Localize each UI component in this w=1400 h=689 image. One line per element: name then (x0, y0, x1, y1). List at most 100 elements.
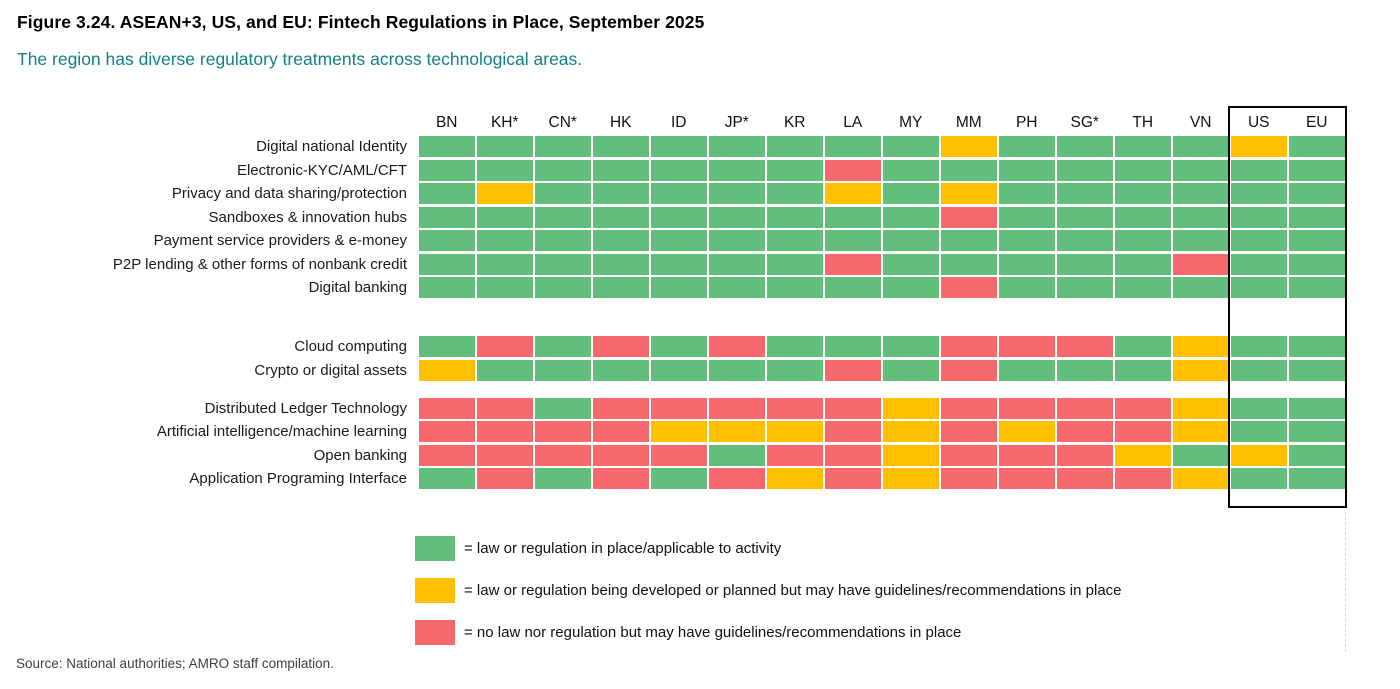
heatmap-cell-eu (1289, 253, 1345, 275)
heatmap-cell-hk (593, 336, 649, 357)
heatmap-cell-kh (477, 277, 533, 298)
heatmap-cell-sg (1057, 336, 1113, 357)
heatmap-cell-sg (1057, 397, 1113, 419)
heatmap-cell-my (883, 183, 939, 204)
heatmap-cell-eu (1289, 183, 1345, 204)
heatmap-cell-ph (999, 336, 1055, 357)
heatmap-cell-eu (1289, 230, 1345, 251)
heatmap-cell-eu (1289, 277, 1345, 298)
heatmap-cell-th (1115, 444, 1171, 466)
heatmap-cell-vn (1173, 136, 1229, 157)
heatmap-cell-ph (999, 206, 1055, 228)
heatmap-cell-kh (477, 253, 533, 275)
heatmap-cell-id (651, 336, 707, 357)
heatmap-row: Crypto or digital assets (0, 359, 1347, 381)
heatmap-cell-th (1115, 206, 1171, 228)
heatmap-cell-cn (535, 159, 591, 181)
heatmap-cell-cn (535, 277, 591, 298)
heatmap-grid: Digital national Identity Electronic-KYC/… (0, 136, 1347, 489)
heatmap-cell-kr (767, 397, 823, 419)
row-label: Digital banking (308, 279, 407, 296)
heatmap-cell-la (825, 277, 881, 298)
column-header-kr: KR (783, 114, 806, 131)
heatmap-cell-hk (593, 136, 649, 157)
heatmap-cell-jp (709, 421, 765, 442)
heatmap-cell-eu (1289, 359, 1345, 381)
heatmap-cell-my (883, 468, 939, 489)
heatmap-cell-us (1231, 230, 1287, 251)
heatmap-cell-mm (941, 206, 997, 228)
heatmap-cell-kr (767, 230, 823, 251)
heatmap-cell-jp (709, 183, 765, 204)
heatmap-cell-mm (941, 336, 997, 357)
heatmap-cell-id (651, 206, 707, 228)
heatmap-cell-mm (941, 159, 997, 181)
heatmap-cell-ph (999, 468, 1055, 489)
heatmap-cell-us (1231, 183, 1287, 204)
heatmap-row: Digital national Identity (0, 136, 1347, 157)
dotted-edge-artifact (1345, 512, 1346, 652)
heatmap-cell-my (883, 359, 939, 381)
heatmap-cell-id (651, 421, 707, 442)
heatmap-cell-ph (999, 159, 1055, 181)
heatmap-cell-th (1115, 336, 1171, 357)
heatmap-row: Privacy and data sharing/protection (0, 183, 1347, 204)
header-spacer (0, 110, 419, 136)
row-label: Payment service providers & e-money (153, 232, 407, 249)
heatmap-row: P2P lending & other forms of nonbank cre… (0, 253, 1347, 275)
heatmap-cell-sg (1057, 359, 1113, 381)
heatmap-cell-th (1115, 421, 1171, 442)
heatmap-cell-jp (709, 277, 765, 298)
heatmap-cell-jp (709, 206, 765, 228)
heatmap-cell-th (1115, 277, 1171, 298)
heatmap-cell-th (1115, 359, 1171, 381)
heatmap-cell-cn (535, 136, 591, 157)
legend-swatch (415, 536, 455, 561)
heatmap-cell-kr (767, 421, 823, 442)
heatmap-cell-kh (477, 183, 533, 204)
heatmap-cell-cn (535, 183, 591, 204)
heatmap-cell-cn (535, 397, 591, 419)
heatmap-cell-kh (477, 336, 533, 357)
column-header-eu: EU (1305, 114, 1328, 131)
heatmap-cell-kh (477, 230, 533, 251)
column-header-ph: PH (1015, 114, 1038, 131)
legend-label: = no law nor regulation but may have gui… (464, 624, 962, 641)
heatmap-cell-sg (1057, 136, 1113, 157)
heatmap-cell-kr (767, 468, 823, 489)
heatmap-cell-id (651, 183, 707, 204)
heatmap-cell-th (1115, 253, 1171, 275)
heatmap-cell-mm (941, 230, 997, 251)
heatmap-cell-eu (1289, 159, 1345, 181)
heatmap-cell-kr (767, 183, 823, 204)
figure-subtitle: The region has diverse regulatory treatm… (17, 49, 583, 69)
heatmap-cell-eu (1289, 397, 1345, 419)
heatmap-cell-th (1115, 397, 1171, 419)
heatmap-cell-bn (419, 183, 475, 204)
heatmap-cell-bn (419, 421, 475, 442)
heatmap-cell-id (651, 468, 707, 489)
column-header-la: LA (843, 114, 863, 131)
heatmap-cell-kh (477, 136, 533, 157)
heatmap-cell-jp (709, 253, 765, 275)
legend-swatch (415, 578, 455, 603)
heatmap-cell-eu (1289, 421, 1345, 442)
heatmap-cell-vn (1173, 253, 1229, 275)
heatmap-cell-jp (709, 468, 765, 489)
heatmap-row: Application Programing Interface (0, 468, 1347, 489)
figure-title: Figure 3.24. ASEAN+3, US, and EU: Fintec… (17, 12, 705, 32)
heatmap-cell-my (883, 444, 939, 466)
heatmap-cell-kh (477, 359, 533, 381)
heatmap-cell-mm (941, 253, 997, 275)
heatmap-cell-la (825, 444, 881, 466)
heatmap-cell-id (651, 444, 707, 466)
heatmap-cell-vn (1173, 468, 1229, 489)
heatmap-cell-sg (1057, 253, 1113, 275)
row-group-2: Cloud computing Crypto or digital assets (0, 336, 1347, 381)
column-header-kh: KH* (490, 114, 519, 131)
column-header-my: MY (899, 114, 923, 131)
heatmap-cell-th (1115, 159, 1171, 181)
heatmap-cell-my (883, 421, 939, 442)
heatmap-cell-hk (593, 206, 649, 228)
